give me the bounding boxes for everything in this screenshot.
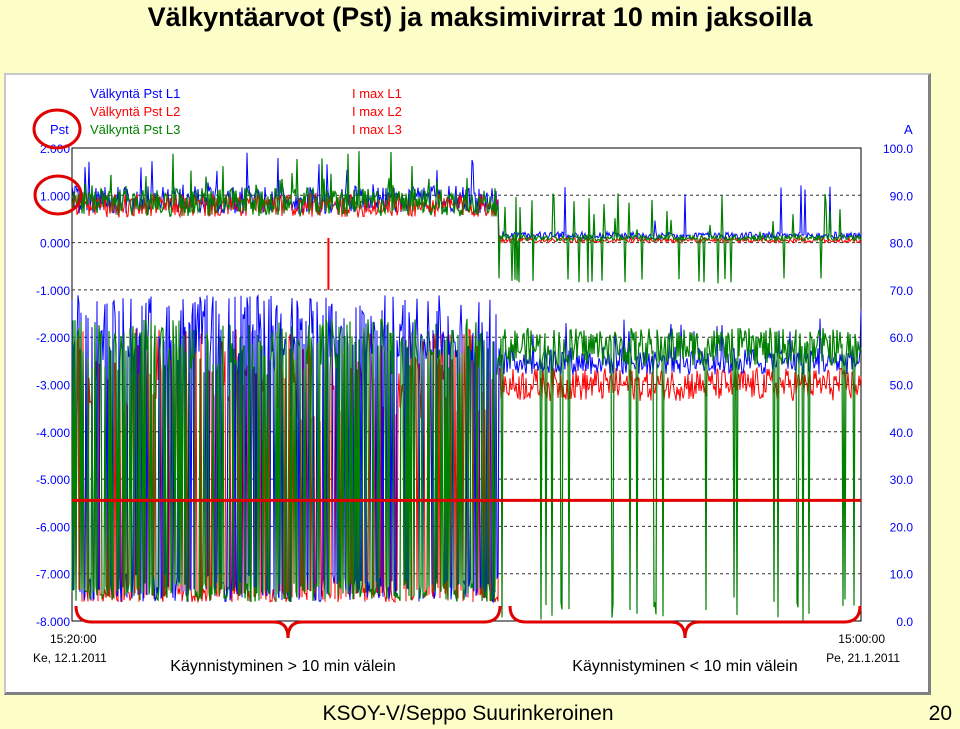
series-imax-l3 [71, 318, 862, 621]
right-tick-label: 40.0 [890, 426, 914, 440]
pst-axis-circle [32, 108, 82, 150]
left-axis: Pst 2.0001.0000.000-1.000-2.000-3.000-4.… [36, 122, 70, 629]
x-start-date: Ke, 12.1.2011 [33, 651, 107, 665]
right-tick-label: 10.0 [890, 568, 914, 582]
x-axis-labels: 15:20:00 Ke, 12.1.2011 15:00:00 Pe, 21.1.20… [33, 632, 900, 665]
pst-limit-circle [33, 174, 83, 216]
right-tick-label: 50.0 [890, 379, 914, 393]
legend: Välkyntä Pst L1 Välkyntä Pst L2 Välkyntä P… [90, 86, 402, 137]
right-tick-label: 80.0 [890, 237, 914, 251]
series-pst-l3 [71, 151, 862, 284]
x-end-date: Pe, 21.1.2011 [826, 651, 900, 665]
legend-entry: I max L1 [352, 86, 402, 101]
left-tick-label: -7.000 [36, 568, 70, 582]
annotations: Käynnistyminen > 10 min välein Käynnistym… [32, 108, 862, 675]
right-axis: A 100.0 90.0 80.0 70.0 60.0 50.0 40.0 30.0 20.0 1… [883, 122, 913, 629]
left-tick-label: 0.000 [40, 237, 70, 251]
legend-entry: I max L3 [352, 122, 402, 137]
right-tick-label: 90.0 [890, 189, 914, 203]
brace-right-label: Käynnistyminen < 10 min välein [572, 658, 797, 675]
footer-text: KSOY-V/Seppo Suurinkeroinen [322, 702, 614, 725]
left-tick-label: -6.000 [36, 520, 70, 534]
left-tick-label: -4.000 [36, 426, 70, 440]
x-end-time: 15:00:00 [838, 632, 885, 646]
legend-entry: I max L2 [352, 104, 402, 119]
left-tick-label: -3.000 [36, 379, 70, 393]
legend-entry: Välkyntä Pst L1 [90, 86, 180, 101]
left-tick-label: -5.000 [36, 473, 70, 487]
left-tick-label: 1.000 [40, 189, 70, 203]
page-number: 20 [928, 702, 952, 725]
right-tick-label: 0.0 [896, 615, 913, 629]
right-tick-label: 30.0 [890, 473, 914, 487]
right-tick-label: 100.0 [883, 142, 913, 156]
left-tick-label: -1.000 [36, 284, 70, 298]
series-group [71, 151, 862, 621]
left-axis-unit-label: Pst [50, 122, 69, 137]
right-axis-unit-label: A [904, 122, 913, 137]
brace-left [74, 605, 502, 639]
left-tick-label: -2.000 [36, 331, 70, 345]
legend-entry: Välkyntä Pst L2 [90, 104, 180, 119]
left-tick-label: -8.000 [36, 615, 70, 629]
slide-title: Välkyntäarvot (Pst) ja maksimivirrat 10 … [147, 2, 813, 32]
right-tick-label: 20.0 [890, 520, 914, 534]
brace-left-label: Käynnistyminen > 10 min välein [170, 658, 395, 675]
legend-entry: Välkyntä Pst L3 [90, 122, 180, 137]
right-tick-label: 70.0 [890, 284, 914, 298]
x-start-time: 15:20:00 [50, 632, 97, 646]
series-imax-l1 [71, 293, 862, 604]
brace-right [508, 605, 862, 639]
right-tick-label: 60.0 [890, 331, 914, 345]
